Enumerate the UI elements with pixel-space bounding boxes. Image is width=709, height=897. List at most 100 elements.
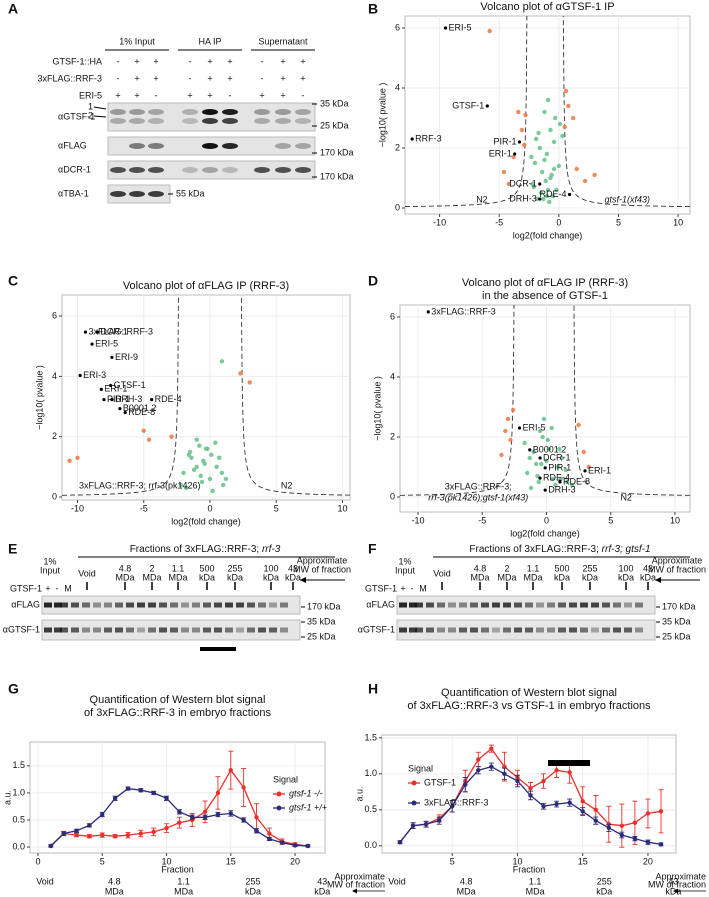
group-header: HA IP bbox=[198, 36, 221, 46]
point bbox=[219, 470, 225, 476]
band bbox=[409, 627, 417, 633]
band bbox=[222, 167, 238, 173]
condition-label: 3xFLAG::RRF-3 bbox=[37, 73, 102, 83]
condition-label: GTSF-1::HA bbox=[52, 56, 102, 66]
mw-label: 2 bbox=[149, 563, 154, 573]
blot-title: Fractions of 3xFLAG::RRF-3; rrf-3; gtsf-… bbox=[469, 544, 650, 555]
point bbox=[503, 428, 508, 434]
point bbox=[554, 187, 559, 193]
point bbox=[485, 104, 489, 108]
band-pointer bbox=[93, 115, 107, 118]
legend-swatch bbox=[276, 791, 282, 797]
y-axis-label: −log10( pvalue ) bbox=[34, 365, 44, 430]
point bbox=[506, 181, 511, 187]
x-tick-label: -10 bbox=[71, 503, 84, 513]
point-label: RDE-4 bbox=[540, 189, 567, 199]
point bbox=[487, 28, 492, 34]
point bbox=[238, 371, 243, 376]
point bbox=[118, 407, 122, 411]
band bbox=[613, 627, 621, 633]
point bbox=[125, 832, 131, 838]
x-axis-label: Fraction bbox=[161, 864, 194, 874]
approx-label: MW of fraction bbox=[648, 879, 706, 889]
x-tick-label: -5 bbox=[495, 217, 503, 227]
point-label: RRF-3 bbox=[415, 133, 442, 143]
y-axis-label: −log10( pvalue ) bbox=[377, 83, 387, 148]
x-axis-label: log2(fold change) bbox=[513, 230, 583, 240]
band bbox=[269, 602, 277, 608]
mw-label: 255 bbox=[582, 563, 597, 573]
point bbox=[228, 811, 233, 816]
point bbox=[215, 790, 221, 796]
threshold-curve bbox=[573, 304, 691, 496]
mw-label: kDa bbox=[314, 886, 330, 896]
mw-label: kDa bbox=[582, 572, 598, 582]
mw-label: kDa bbox=[245, 886, 261, 896]
x-tick-label: -5 bbox=[478, 515, 486, 525]
annotation: N2 bbox=[281, 480, 293, 490]
point-label: DRH-3 bbox=[509, 193, 537, 203]
annotation: rrf-3(pk1426);gtsf-1(xf43) bbox=[428, 492, 528, 502]
band bbox=[202, 167, 218, 173]
point-label: RDE-8 bbox=[128, 407, 155, 417]
sign: - bbox=[56, 583, 59, 593]
y-axis-label: −log10( pvalue ) bbox=[372, 376, 382, 441]
x-tick-label: 20 bbox=[643, 856, 653, 866]
band bbox=[214, 602, 222, 608]
point bbox=[537, 428, 543, 434]
point bbox=[254, 828, 259, 833]
point bbox=[547, 199, 552, 205]
point bbox=[551, 166, 557, 172]
point bbox=[213, 440, 218, 445]
point bbox=[557, 446, 562, 452]
point bbox=[197, 443, 202, 448]
band bbox=[115, 627, 123, 633]
point bbox=[576, 422, 581, 428]
y-tick-label: 2 bbox=[390, 431, 395, 441]
band bbox=[481, 602, 489, 608]
band bbox=[613, 602, 621, 608]
point bbox=[593, 807, 598, 813]
mw-label: 500 bbox=[554, 563, 569, 573]
band bbox=[126, 602, 134, 608]
point bbox=[546, 446, 552, 452]
plot-area bbox=[399, 304, 691, 513]
band bbox=[129, 143, 145, 149]
band bbox=[503, 602, 511, 608]
band bbox=[635, 602, 643, 608]
x-tick-label: 0 bbox=[35, 856, 40, 866]
point-label: B0001.2 bbox=[123, 403, 157, 413]
sign: + bbox=[280, 90, 285, 100]
legend-title: Signal bbox=[408, 763, 433, 773]
y-axis-label: a.u. bbox=[2, 790, 12, 805]
x-tick-label: 10 bbox=[162, 856, 172, 866]
point bbox=[564, 479, 570, 485]
point bbox=[209, 452, 214, 457]
x-tick-label: 10 bbox=[337, 503, 347, 513]
point bbox=[112, 796, 118, 801]
point bbox=[645, 840, 651, 845]
point bbox=[555, 464, 561, 470]
point bbox=[548, 127, 553, 133]
point bbox=[569, 482, 575, 488]
marker-label: 55 kDa bbox=[176, 188, 205, 198]
band bbox=[624, 627, 632, 633]
point bbox=[533, 136, 539, 142]
point bbox=[436, 818, 442, 823]
point bbox=[528, 793, 533, 798]
condition-label: ERI-5 bbox=[79, 90, 102, 100]
sign: - bbox=[189, 56, 192, 66]
blot-strip bbox=[107, 160, 316, 180]
point bbox=[545, 437, 550, 443]
y-tick-label: 2 bbox=[52, 431, 57, 441]
sign: + bbox=[207, 56, 212, 66]
point-label: 3xFLAG::RRF-3 bbox=[88, 326, 153, 336]
band bbox=[547, 627, 555, 633]
mw-label: MDa bbox=[174, 886, 193, 896]
band bbox=[104, 602, 112, 608]
band bbox=[602, 627, 610, 633]
point bbox=[531, 184, 536, 190]
plot-area bbox=[61, 294, 351, 501]
point-label: 3xFLAG::RRF-3 bbox=[431, 306, 496, 316]
point bbox=[619, 823, 625, 828]
